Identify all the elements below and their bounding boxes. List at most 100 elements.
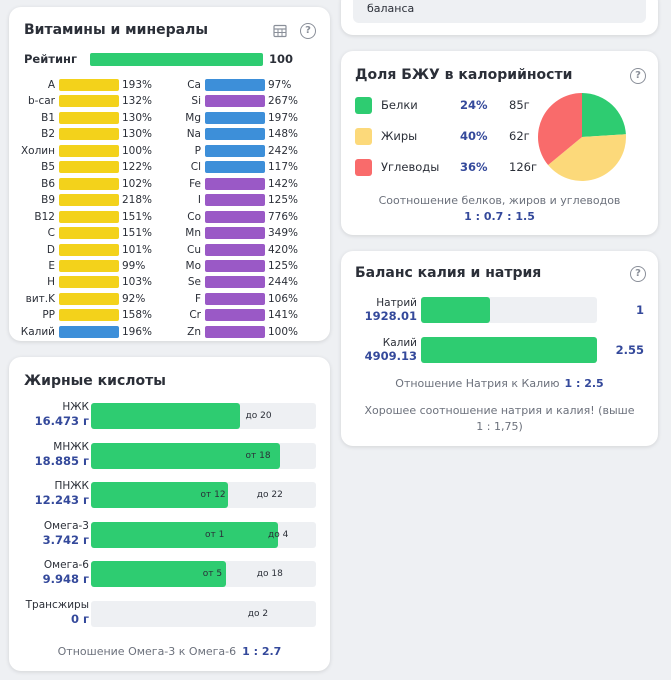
nutrient-percent: 103% (122, 276, 153, 289)
nutrient-bar (205, 194, 265, 207)
vitamins-card: Витамины и минералы ? Рейтинг 100 A 193% b… (9, 7, 330, 341)
nutrient-row: Cl 117% (159, 159, 298, 175)
fatty-acid-value: 0 г (70, 611, 89, 626)
macros-note: Соотношение белков, жиров и углеводов (378, 194, 621, 207)
fatty-acids-title: Жирные кислоты (24, 373, 166, 389)
nutrient-bar (59, 243, 119, 256)
macro-percent: 40% (460, 129, 488, 143)
nutrient-bar (59, 144, 119, 157)
macro-row: Жиры 40% 62г (355, 128, 545, 146)
nutrient-percent: 196% (122, 325, 153, 338)
potassium-sodium-card: Баланс калия и натрия ? Натрий 1928.01 1… (341, 251, 658, 446)
fatty-acid-bar-fill (91, 521, 278, 548)
pie-slice (548, 134, 626, 181)
fatty-acid-norm-marker: от 5 (202, 569, 223, 579)
nutrient-percent: 197% (268, 111, 299, 124)
omega-ratio: Отношение Омега-3 к Омега-6 1 : 2.7 (9, 645, 330, 658)
nutrient-row: Mo 125% (159, 258, 298, 274)
nutrient-percent: 141% (268, 309, 299, 322)
nutrient-percent: 92% (122, 292, 146, 305)
nutrient-bar (59, 161, 119, 174)
fatty-acid-bar: до 20 (91, 403, 316, 429)
fatty-acid-bar: от 1 до 4 (91, 521, 316, 548)
nutrient-row: B2 130% (9, 126, 152, 142)
nutrient-bar (205, 79, 265, 91)
nutrient-bar (205, 210, 265, 223)
macro-name: Жиры (381, 129, 418, 143)
fatty-acid-value: 9.948 г (42, 572, 89, 586)
nutrient-bar (59, 309, 119, 322)
nutrient-percent: 158% (122, 309, 153, 322)
nutrient-bar (59, 259, 119, 272)
fatty-acid-norm-marker: до 2 (247, 608, 269, 619)
fatty-acid-row: МНЖК 18.885 г от 18 (9, 439, 330, 479)
nutrient-row: Si 267% (159, 93, 298, 109)
nutrient-percent: 420% (268, 243, 299, 256)
fatty-acid-value: 18.885 г (34, 453, 89, 468)
sodium-bar (421, 297, 597, 323)
macro-row: Белки 24% 85г (355, 97, 545, 115)
nutrient-name: E (48, 259, 55, 272)
nutrient-row: Mg 197% (159, 110, 298, 126)
potassium-ratio-part: 2.55 (615, 343, 644, 357)
fatty-acid-bar: от 18 (91, 442, 316, 469)
nutrient-bar (205, 243, 265, 256)
fatty-acid-value: 3.742 г (42, 532, 89, 547)
nutrient-row: E 99% (9, 258, 145, 274)
nutrient-name: Ca (187, 79, 201, 91)
nutrient-bar (59, 292, 119, 305)
nutrient-row: A 193% (9, 77, 152, 93)
sodium-potassium-ratio-value: 1 : 2.5 (564, 377, 604, 390)
nutrient-row: D 101% (9, 242, 152, 258)
nutrient-name: F (194, 292, 201, 305)
balance-summary-box: баланса (353, 0, 646, 23)
potassium-value: 4909.13 (364, 349, 417, 363)
fatty-acid-name: Омега-6 (43, 559, 89, 571)
nutrient-name: B5 (41, 161, 55, 174)
rating-label: Рейтинг (24, 52, 77, 66)
nutrient-row: Mn 349% (159, 225, 298, 241)
macro-grams: 85г (509, 98, 530, 112)
nutrient-name: Cu (187, 243, 201, 256)
nutrient-row: Cu 420% (159, 242, 298, 258)
fatty-acid-row: Омега-6 9.948 г от 5 до 18 (9, 557, 330, 597)
fatty-acid-norm-marker: от 12 (200, 490, 226, 500)
macro-grams: 62г (509, 129, 530, 143)
nutrient-name: D (46, 243, 55, 256)
fatty-acid-bar: от 12 до 22 (91, 482, 316, 508)
macro-color-swatch (355, 97, 372, 114)
nutrient-row: I 125% (159, 192, 298, 208)
nutrient-row: Co 776% (159, 209, 298, 225)
nutrient-bar (59, 210, 119, 223)
nutrient-percent: 130% (122, 128, 153, 141)
nutrient-percent: 100% (122, 144, 153, 157)
potassium-name: Калий (382, 337, 417, 349)
nutrient-bar (59, 111, 119, 124)
sodium-bar-fill (421, 297, 490, 323)
nutrient-row: B12 151% (9, 209, 152, 225)
nutrient-percent: 125% (268, 259, 299, 272)
nutrient-percent: 218% (122, 194, 153, 207)
macro-color-swatch (355, 159, 372, 176)
nutrient-row: Холин 100% (9, 143, 152, 159)
nutrient-row: Zn 100% (159, 324, 298, 340)
nutrient-percent: 130% (122, 111, 153, 124)
nutrient-bar (59, 276, 119, 289)
fatty-acid-bar: до 2 (91, 600, 316, 627)
nutrient-percent: 142% (268, 177, 299, 190)
help-icon[interactable]: ? (300, 23, 316, 39)
fatty-acid-name: ПНЖК (54, 480, 89, 492)
table-icon[interactable] (272, 23, 288, 39)
fatty-acid-norm-marker: от 18 (245, 450, 271, 461)
fatty-acid-norm-marker: до 18 (256, 569, 283, 579)
nutrient-name: Калий (20, 325, 55, 338)
help-icon[interactable]: ? (630, 266, 646, 282)
help-icon[interactable]: ? (630, 68, 646, 84)
nutrient-percent: 349% (268, 227, 299, 240)
nutrient-row: b-car 132% (9, 93, 152, 109)
nutrient-bar (205, 292, 265, 305)
nutrient-percent: 148% (268, 128, 299, 141)
nutrient-row: B6 102% (9, 176, 152, 192)
nutrient-name: Co (187, 210, 201, 223)
nutrient-name: Mo (185, 259, 201, 272)
